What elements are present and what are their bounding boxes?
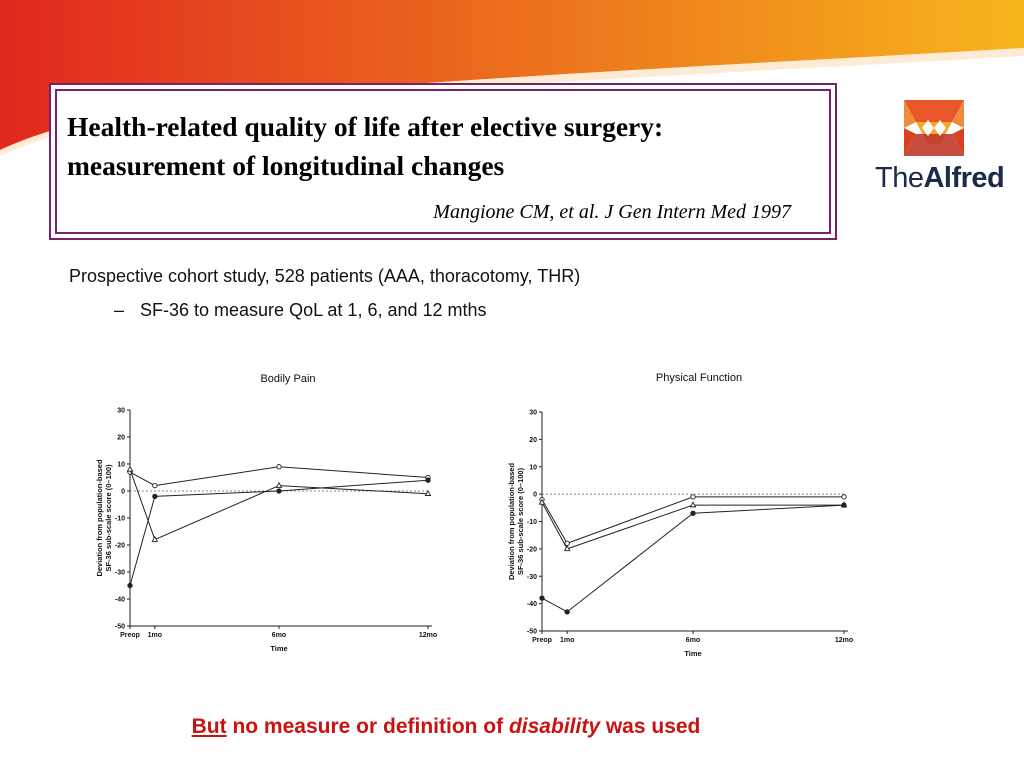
chart-title: Bodily Pain: [260, 373, 315, 385]
y-tick-label: -10: [115, 516, 125, 523]
series-line: [541, 496, 844, 545]
y-tick-label: 10: [117, 462, 125, 469]
data-point: [539, 595, 545, 601]
title-line-1: Health-related quality of life after ele…: [67, 111, 664, 142]
y-tick-label: 20: [117, 435, 125, 442]
bullet-dash: –: [114, 300, 125, 320]
data-point: [564, 540, 570, 547]
x-tick-label: 1mo: [560, 637, 574, 644]
alfred-logo-text: TheAlfred: [875, 160, 1005, 196]
bullet-sf36-text: SF-36 to measure QoL at 1, 6, and 12 mth…: [140, 300, 487, 320]
footnote-but: But: [191, 715, 227, 738]
y-tick-label: -10: [527, 519, 537, 526]
y-tick-label: 10: [529, 464, 537, 471]
x-tick-label: Preop: [532, 637, 552, 644]
y-tick-label: -50: [527, 629, 537, 636]
y-tick-label: -40: [527, 601, 537, 608]
y-tick-label: 0: [121, 489, 125, 496]
data-point: [563, 545, 571, 552]
y-tick-label: 20: [529, 437, 537, 444]
data-point: [151, 535, 159, 542]
x-tick-label: 6mo: [272, 632, 286, 639]
y-axis-label-line2: SF-36 sub-scale score (0–100): [516, 467, 525, 575]
chart-physical-function: Physical Function 30 20 10 0 -10 -20 -30 -40 -50P…: [507, 372, 853, 658]
y-axis-label-line1: Deviation from population-based: [95, 459, 104, 577]
bullet-sf36: – SF-36 to measure QoL at 1, 6, and 12 mt…: [114, 300, 487, 321]
y-tick-label: 30: [117, 408, 125, 415]
slide-title: Health-related quality of life after ele…: [67, 107, 807, 185]
footnote: But no measure or definition of disabili…: [0, 715, 892, 739]
y-tick-label: 30: [529, 410, 537, 417]
y-tick-label: 0: [533, 492, 537, 499]
title-box: Health-related quality of life after ele…: [49, 83, 837, 240]
citation: Mangione CM, et al. J Gen Intern Med 199…: [433, 201, 791, 223]
footnote-text: no measure or definition of: [226, 715, 509, 738]
alfred-logo-icon: [904, 100, 964, 156]
data-point: [275, 481, 283, 488]
x-axis-label: Time: [684, 649, 701, 658]
data-point: [424, 489, 432, 496]
logo-text-light: The: [875, 162, 924, 194]
y-axis-label: Deviation from population-basedSF-36 sub…: [95, 459, 113, 577]
data-point: [690, 510, 696, 516]
x-tick-label: 12mo: [419, 632, 437, 639]
y-tick-label: -20: [115, 543, 125, 550]
x-tick-label: 12mo: [835, 637, 853, 644]
x-tick-label: 1mo: [148, 632, 162, 639]
y-tick-label: -20: [527, 546, 537, 553]
data-point: [152, 493, 158, 500]
data-point: [276, 488, 282, 494]
y-tick-label: -40: [115, 597, 125, 604]
footnote-disability: disability: [508, 715, 600, 738]
data-point: [152, 482, 158, 489]
data-point: [690, 494, 696, 500]
y-axis-label-line1: Deviation from population-based: [507, 463, 516, 581]
data-point: [689, 501, 697, 508]
series-line: [129, 466, 429, 487]
y-axis-label-line2: SF-36 sub-scale score (0–100): [104, 464, 113, 572]
x-tick-label: Preop: [120, 632, 140, 639]
data-point: [841, 502, 847, 508]
logo-text-bold: Alfred: [923, 162, 1005, 194]
data-point: [126, 465, 134, 472]
title-line-2: measurement of longitudinal changes: [67, 150, 505, 181]
title-inner-border: Health-related quality of life after ele…: [55, 89, 831, 234]
y-tick-label: -50: [115, 624, 125, 631]
data-point: [841, 494, 847, 500]
series-line: [129, 469, 429, 541]
y-tick-label: -30: [115, 570, 125, 577]
data-point: [425, 477, 431, 483]
series-line: [541, 502, 844, 550]
y-tick-label: -30: [527, 574, 537, 581]
data-point: [127, 582, 133, 589]
data-point: [564, 609, 570, 615]
data-point: [538, 498, 546, 505]
footnote-end: was used: [600, 715, 701, 738]
x-tick-label: 6mo: [686, 637, 700, 644]
bullet-cohort: Prospective cohort study, 528 patients (…: [69, 266, 581, 286]
series-line: [129, 479, 429, 586]
x-axis-label: Time: [270, 644, 287, 653]
chart-title: Physical Function: [656, 372, 742, 384]
y-axis-label: Deviation from population-basedSF-36 sub…: [507, 463, 525, 581]
series-line: [541, 504, 845, 613]
data-point: [276, 464, 282, 470]
